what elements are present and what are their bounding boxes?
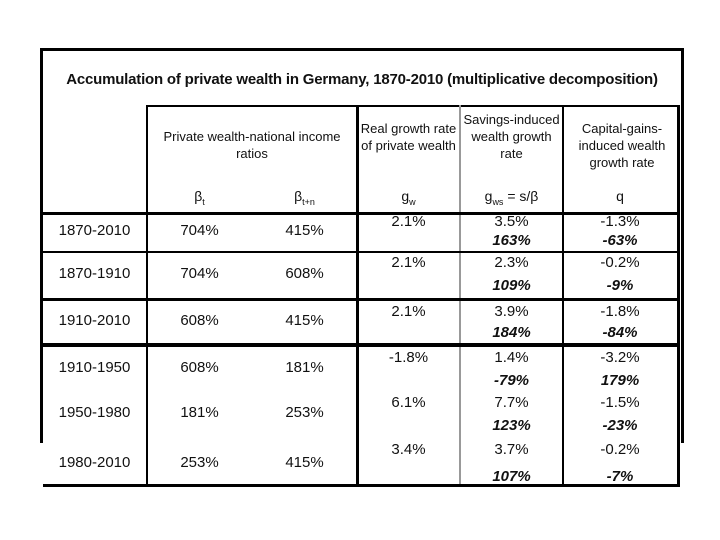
divider-beta-gw [356,105,359,487]
divider-label-column [146,105,148,487]
period-label: 1950-1980 [58,404,131,421]
gw-symbol: gw [401,188,416,207]
beta-t-value: 608% [180,312,219,329]
outer-box-top-border [40,48,684,51]
q-value: -1.8% [600,303,640,320]
beta-t-value: 181% [180,404,219,421]
column-header-capital-gains: Capital-gains-induced wealth growth rate [578,121,666,170]
row-line-header [43,212,680,215]
period-label: 1910-2010 [58,312,131,329]
beta-t-value: 253% [180,454,219,471]
q-cumulative-value: 179% [600,372,640,389]
column-header-real-growth: Real growth rate of private wealth [360,121,457,153]
q-value: -1.3% [600,213,640,230]
q-cumulative-value: -23% [602,417,638,434]
period-label: 1910-1950 [58,359,131,376]
q-cumulative-value: -9% [606,277,634,294]
gw-value: -1.8% [388,349,429,366]
outer-box-left-border [40,48,43,443]
beta-t-plus-n-value: 253% [285,404,324,421]
row-line-2 [43,298,680,301]
q-value: -0.2% [600,254,640,271]
divider-gws-q [562,105,564,487]
q-value: -3.2% [600,349,640,366]
beta-t-value: 608% [180,359,219,376]
period-label: 1870-2010 [58,222,131,239]
q-value: -0.2% [600,441,640,458]
table-top-border [147,105,680,107]
table-bottom-border [43,484,680,487]
period-label: 1870-1910 [58,265,131,282]
beta-t-plus-n-value: 415% [285,312,324,329]
q-value: -1.5% [600,394,640,411]
beta-t-value: 704% [180,222,219,239]
beta-t-plus-n-symbol: βt+n [294,188,315,207]
beta-t-plus-n-value: 415% [285,222,324,239]
gw-value: 6.1% [391,394,426,411]
gw-value: 2.1% [391,254,426,271]
period-label: 1980-2010 [58,454,131,471]
row-line-1 [43,251,680,253]
divider-gw-gws [459,105,461,487]
gw-value: 2.1% [391,303,426,320]
slide-title: Accumulation of private wealth in German… [66,71,658,88]
beta-t-plus-n-value: 415% [285,454,324,471]
beta-t-value: 704% [180,265,219,282]
beta-t-plus-n-value: 181% [285,359,324,376]
gws-cumulative-value: 109% [492,277,531,294]
gws-cumulative-value: 107% [492,468,531,485]
gws-cumulative-value: 184% [492,324,531,341]
gws-value: 2.3% [494,254,529,271]
outer-box-right-border [681,48,684,443]
q-cumulative-value: -7% [606,468,634,485]
gws-cumulative-value: 123% [492,417,531,434]
gw-value: 3.4% [391,441,426,458]
gws-value: 1.4% [494,349,529,366]
gws-value: 7.7% [494,394,529,411]
gws-value: 3.7% [494,441,529,458]
q-cumulative-value: -63% [602,232,638,249]
beta-t-plus-n-value: 608% [285,265,324,282]
q-symbol: q [616,188,624,204]
gws-value: 3.5% [494,213,529,230]
q-cumulative-value: -84% [602,324,638,341]
row-line-3 [43,343,680,347]
gws-cumulative-value: -79% [493,372,530,389]
table-right-border [677,105,680,487]
gws-value: 3.9% [494,303,529,320]
column-header-wealth-income-ratios: Private wealth-national income ratios [163,129,341,161]
column-header-savings-induced: Savings-induced wealth growth rate [463,112,560,161]
beta-t-symbol: βt [194,188,205,207]
gws-cumulative-value: 163% [492,232,531,249]
gw-value: 2.1% [391,213,426,230]
gws-formula-symbol: gws = s/β [484,188,539,207]
